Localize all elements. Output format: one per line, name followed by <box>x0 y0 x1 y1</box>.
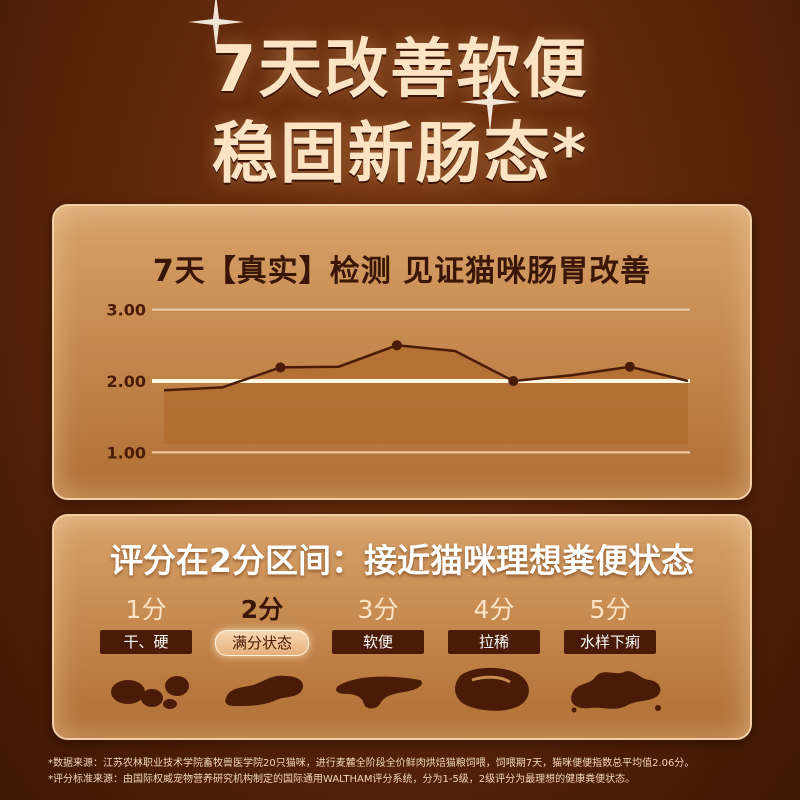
y-tick-label: 3.00 <box>107 301 146 320</box>
log-stool-icon <box>225 675 304 706</box>
score-scale-card: 评分在2分区间：接近猫咪理想粪便状态 1分 干、硬 2分 满分状态 3分 软便 … <box>52 514 752 740</box>
score-5: 5分 水样下痢 <box>552 594 668 654</box>
data-point <box>391 340 402 351</box>
y-tick-label: 2.00 <box>107 372 146 391</box>
y-tick-label: 1.00 <box>107 443 146 462</box>
footnote-scoring-standard: *评分标准来源：由国际权威宠物营养研究机构制定的国际通用WALTHAM评分系统，… <box>48 774 636 785</box>
score-number: 3分 <box>357 595 399 624</box>
score-number: 5分 <box>589 595 631 624</box>
sparkle-icon <box>460 72 520 132</box>
score-tag: 拉稀 <box>448 630 540 654</box>
loose-stool-icon <box>455 667 529 711</box>
headline-line-2: 稳固新肠态* <box>211 115 589 192</box>
data-point <box>624 361 635 372</box>
score-tag: 软便 <box>332 630 424 654</box>
pellets-stool-icon <box>111 676 189 709</box>
score-tag: 干、硬 <box>100 630 192 654</box>
headline-line-1: 7天改善软便 <box>211 33 589 107</box>
watery-stool-icon <box>571 671 661 713</box>
footnote-data-source: *数据来源：江苏农林职业技术学院畜牧兽医学院20只猫咪，进行麦麓全阶段全价鲜肉烘… <box>48 758 695 769</box>
score-4: 4分 拉稀 <box>436 594 552 654</box>
score-number: 4分 <box>473 595 515 624</box>
score-number: 1分 <box>125 595 167 624</box>
data-point <box>275 362 286 373</box>
score-number: 2分 <box>240 595 284 624</box>
score-tag-highlight: 满分状态 <box>215 630 309 656</box>
score-1: 1分 干、硬 <box>88 594 204 654</box>
stool-score-chart: 3.00 2.00 1.00 <box>107 301 690 462</box>
score-2: 2分 满分状态 <box>204 594 320 656</box>
sparkle-icon <box>188 0 244 50</box>
soft-stool-icon <box>336 676 423 709</box>
series-area <box>164 345 688 444</box>
score-tag: 水样下痢 <box>564 630 656 654</box>
data-point <box>508 376 519 386</box>
scale-title: 评分在2分区间：接近猫咪理想粪便状态 <box>110 541 694 580</box>
series-line <box>163 344 689 392</box>
score-3: 3分 软便 <box>320 594 436 654</box>
chart-card: 7天【真实】检测 见证猫咪肠胃改善 3.00 2.00 1.00 <box>52 204 752 500</box>
chart-title: 7天【真实】检测 见证猫咪肠胃改善 <box>152 254 652 289</box>
